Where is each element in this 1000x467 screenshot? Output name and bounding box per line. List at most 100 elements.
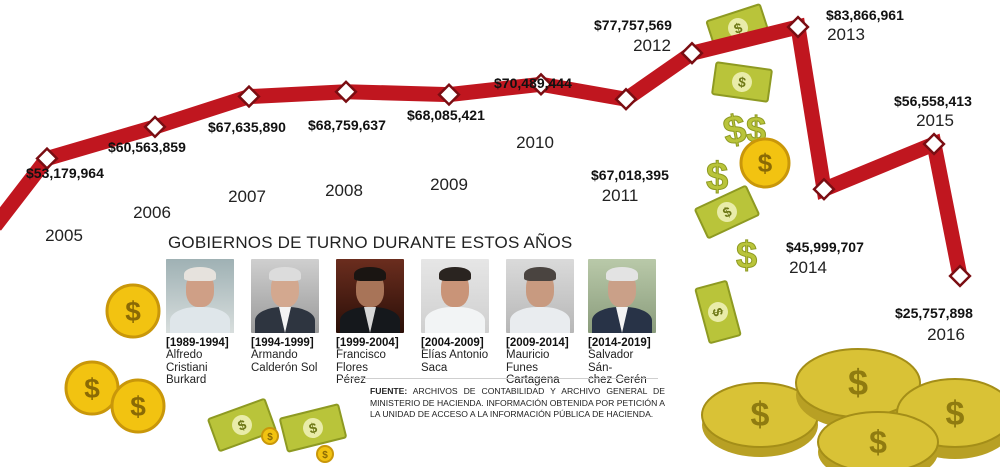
president-name-line2: Burkard: [166, 374, 207, 386]
data-label-2012: $77,757,569: [594, 17, 672, 33]
svg-text:$: $: [946, 395, 965, 433]
year-label-2010: 2010: [516, 133, 554, 152]
president-name-line1: Salvador Sán-: [588, 349, 634, 374]
year-label-2015: 2015: [916, 111, 954, 130]
svg-text:$: $: [709, 306, 727, 318]
government-period: [1999-2004]: [336, 337, 399, 349]
president-photo: [251, 259, 319, 333]
point-marker-2010: [529, 72, 553, 96]
data-label-2011: $67,018,395: [591, 167, 669, 183]
svg-text:$: $: [84, 373, 100, 404]
data-label-2014: $45,999,707: [786, 239, 864, 255]
president-photo: [506, 259, 574, 333]
governments-title: GOBIERNOS DE TURNO DURANTE ESTOS AÑOS: [168, 233, 573, 252]
government-period: [1989-1994]: [166, 337, 229, 349]
dollar-sign-icon: $: [736, 235, 757, 277]
svg-text:$: $: [322, 450, 328, 461]
year-label-2006: 2006: [133, 203, 171, 222]
government-period: [1994-1999]: [251, 337, 314, 349]
president-photo: [166, 259, 234, 333]
government-period: [2014-2019]: [588, 337, 651, 349]
dollar-bill-icon: $: [711, 61, 773, 103]
point-marker-2013: [786, 15, 810, 39]
president-name-line1: Armando: [251, 349, 298, 361]
svg-text:$: $: [130, 391, 146, 422]
source-label: FUENTE:: [370, 386, 408, 396]
svg-text:$: $: [307, 419, 319, 436]
svg-text:$: $: [751, 396, 770, 434]
divider: [340, 378, 658, 379]
dollar-coin-icon: $: [316, 445, 334, 463]
dollar-bill-icon: $: [207, 398, 277, 452]
dollar-sign-icon: $: [706, 155, 728, 199]
government-card: [2004-2009] Elías Antonio Saca: [421, 259, 493, 374]
year-label-2007: 2007: [228, 187, 266, 206]
president-photo: [588, 259, 656, 333]
dollar-bill-icon: $: [694, 280, 742, 344]
point-marker-2011: [614, 87, 638, 111]
year-label-2008: 2008: [325, 181, 363, 200]
source-note: FUENTE: ARCHIVOS DE CONTABILIDAD Y ARCHI…: [370, 386, 665, 421]
dollar-coin-icon: $: [739, 137, 791, 189]
government-card: [1994-1999] Armando Calderón Sol: [251, 259, 323, 374]
president-photo: [421, 259, 489, 333]
president-name-line2: Pérez: [336, 374, 367, 386]
dollar-bill-icon: $: [694, 185, 760, 239]
president-name-line2: Saca: [421, 361, 448, 374]
point-marker-2006: [143, 115, 167, 139]
data-label-2010: $70,489,444: [494, 75, 572, 91]
data-label-2015: $56,558,413: [894, 93, 972, 109]
government-card: [2014-2019] Salvador Sán- chez Cerén: [588, 259, 660, 387]
dollar-coin-icon: $: [105, 283, 161, 339]
source-text: ARCHIVOS DE CONTABILIDAD Y ARCHIVO GENER…: [370, 386, 665, 420]
point-marker-layer: [35, 15, 972, 288]
point-marker-2005: [35, 146, 59, 171]
government-card: [2009-2014] Mauricio Funes Cartagena: [506, 259, 578, 387]
president-name-line2: Calderón Sol: [251, 361, 318, 374]
point-marker-2014: [812, 177, 836, 201]
government-card: [1989-1994] Alfredo Cristiani Burkard: [166, 259, 238, 387]
dollar-bill-icon: $: [279, 403, 347, 453]
point-marker-2009: [437, 82, 461, 107]
data-label-layer: $53,179,964 2005 $60,563,859 2006 $67,635,89…: [26, 7, 973, 344]
president-name-line1: Elías Antonio: [421, 349, 489, 361]
year-label-2016: 2016: [927, 325, 965, 344]
year-label-2012: 2012: [633, 36, 671, 55]
point-marker-2016: [948, 264, 972, 288]
year-label-2014: 2014: [789, 258, 827, 277]
data-label-2007: $67,635,890: [208, 119, 286, 135]
svg-text:$: $: [267, 432, 273, 443]
president-name-line2: chez Cerén: [588, 374, 647, 386]
svg-text:$: $: [869, 424, 887, 460]
year-label-2013: 2013: [827, 25, 865, 44]
data-label-2013: $83,866,961: [826, 7, 904, 23]
svg-text:$: $: [758, 148, 773, 178]
government-period: [2009-2014]: [506, 337, 569, 349]
president-name-line1: Mauricio Funes: [506, 349, 550, 374]
government-card: [1999-2004] Francisco Flores Pérez: [336, 259, 408, 387]
svg-text:$: $: [848, 362, 868, 403]
government-period: [2004-2009]: [421, 337, 484, 349]
dollar-coin-icon: $: [64, 360, 120, 416]
point-marker-2015: [922, 132, 946, 156]
point-marker-2012: [680, 41, 704, 65]
president-name-line2: Cartagena: [506, 374, 560, 386]
data-label-2008: $68,759,637: [308, 117, 386, 133]
decor-money: $ $ $ $ $ $ $ $: [64, 3, 1000, 467]
data-label-2005: $53,179,964: [26, 165, 104, 181]
year-label-2005: 2005: [45, 226, 83, 245]
coin-stack-icon: $ $ $ $: [701, 348, 1000, 467]
year-label-2009: 2009: [430, 175, 468, 194]
svg-text:$: $: [125, 296, 141, 327]
data-label-2006: $60,563,859: [108, 139, 186, 155]
data-label-2009: $68,085,421: [407, 107, 485, 123]
president-name-line1: Francisco Flores: [336, 349, 386, 374]
point-marker-2007: [237, 84, 261, 109]
point-marker-2008: [334, 80, 358, 104]
data-label-2016: $25,757,898: [895, 305, 973, 321]
president-photo: [336, 259, 404, 333]
year-label-2011: 2011: [602, 186, 639, 205]
president-name-line1: Alfredo Cristiani: [166, 349, 208, 374]
